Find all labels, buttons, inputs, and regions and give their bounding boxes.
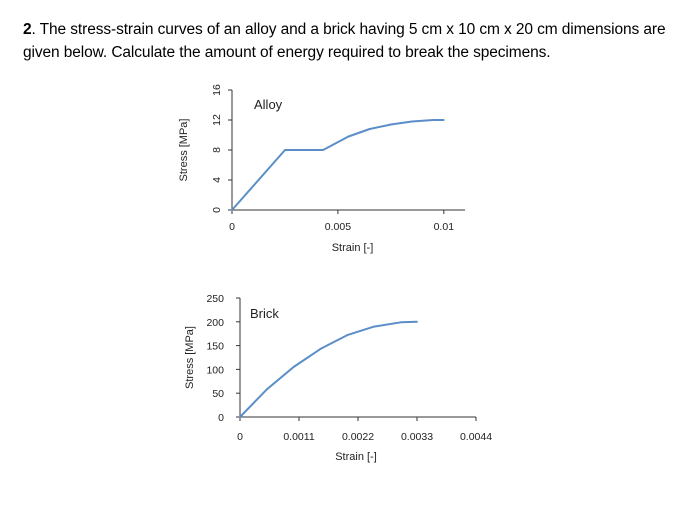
question-text: 2. The stress-strain curves of an alloy … — [23, 18, 693, 64]
alloy-data-point — [231, 209, 233, 211]
brick-data-point — [239, 416, 241, 418]
brick-data-point — [373, 325, 375, 328]
alloy-data-point — [390, 123, 392, 126]
brick-x-axis-title: Strain [-] — [335, 451, 377, 463]
brick-chart-area — [172, 287, 522, 477]
alloy-data-point — [284, 149, 286, 151]
brick-data-point — [319, 348, 322, 350]
alloy-y-tick-label: 0 — [211, 207, 223, 213]
alloy-x-tick-label: 0 — [229, 221, 235, 233]
alloy-data-point — [368, 128, 371, 130]
alloy-y-tick-label: 8 — [211, 147, 223, 153]
alloy-y-tick-label: 4 — [211, 177, 223, 183]
question-body: . The stress-strain curves of an alloy a… — [23, 21, 666, 61]
brick-y-axis-title: Stress [MPa] — [184, 326, 196, 389]
brick-x-tick-label: 0.0022 — [342, 431, 374, 443]
brick-x-tick-label: 0.0011 — [283, 431, 314, 443]
brick-y-tick-label: 0 — [218, 412, 224, 424]
alloy-data-point — [432, 119, 435, 121]
alloy-x-tick-label: 0.005 — [325, 221, 351, 233]
alloy-data-point — [442, 119, 445, 121]
brick-chart-title: Brick — [250, 306, 279, 321]
brick-x-tick-label: 0.0033 — [401, 431, 433, 443]
brick-y-tick-label: 250 — [206, 293, 224, 305]
brick-data-point — [265, 388, 268, 391]
alloy-chart-title: Alloy — [254, 97, 283, 112]
brick-y-tick-label: 150 — [206, 341, 224, 353]
brick-data-point — [400, 321, 402, 324]
brick-y-tick-label: 50 — [212, 388, 224, 400]
alloy-y-tick-label: 12 — [211, 114, 223, 126]
brick-chart: 0 50 100 150 200 250 0 0.0011 0.0022 0.0033 0.0044… — [172, 287, 522, 477]
brick-data-point — [416, 320, 418, 323]
brick-data-point — [346, 334, 349, 336]
brick-y-tick-label: 100 — [206, 364, 224, 376]
brick-x-tick-label: 0 — [237, 431, 243, 443]
brick-y-tick-label: 200 — [206, 317, 224, 329]
alloy-x-tick-label: 0.01 — [434, 221, 455, 233]
alloy-x-axis-title: Strain [-] — [332, 242, 374, 254]
question-number: 2 — [23, 21, 32, 38]
alloy-y-tick-label: 16 — [211, 84, 223, 96]
alloy-data-point — [411, 120, 413, 123]
brick-x-tick-label: 0.0044 — [460, 431, 492, 443]
brick-data-point — [292, 366, 295, 368]
alloy-chart: 0 4 8 12 16 0 0.005 0.01 Strain [-] Stress [MPa] A… — [172, 78, 528, 264]
alloy-y-axis-title: Stress [MPa] — [178, 119, 190, 182]
brick-series-line — [239, 320, 418, 418]
alloy-data-point — [347, 135, 350, 138]
alloy-data-point — [322, 149, 324, 151]
alloy-chart-area — [172, 78, 528, 264]
